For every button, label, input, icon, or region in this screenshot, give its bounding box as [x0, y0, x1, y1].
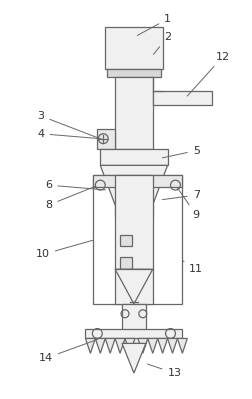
Bar: [120, 235, 132, 247]
Text: 3: 3: [37, 111, 102, 140]
Bar: [93, 175, 182, 187]
Text: 14: 14: [39, 340, 97, 363]
Bar: [93, 175, 182, 304]
Polygon shape: [124, 338, 134, 353]
Polygon shape: [157, 338, 167, 353]
Text: 13: 13: [147, 364, 181, 378]
Bar: [100, 148, 167, 165]
Text: 7: 7: [162, 190, 199, 200]
Text: 8: 8: [45, 186, 95, 210]
Text: 1: 1: [137, 14, 170, 36]
Text: 12: 12: [186, 51, 229, 96]
Polygon shape: [100, 165, 167, 205]
Text: 10: 10: [36, 240, 92, 259]
Polygon shape: [105, 338, 115, 353]
Text: 5: 5: [162, 146, 199, 158]
Bar: [115, 175, 152, 304]
Bar: [85, 328, 182, 338]
Bar: [152, 91, 211, 105]
Text: 9: 9: [176, 188, 199, 220]
Bar: [115, 77, 152, 148]
Bar: [97, 129, 115, 148]
Polygon shape: [121, 344, 145, 373]
Polygon shape: [177, 338, 186, 353]
Text: 11: 11: [182, 261, 202, 274]
Text: 4: 4: [37, 129, 97, 139]
Polygon shape: [115, 269, 152, 304]
Bar: [115, 205, 152, 217]
Polygon shape: [167, 338, 177, 353]
Polygon shape: [147, 338, 157, 353]
Polygon shape: [85, 338, 95, 353]
Text: 2: 2: [153, 32, 170, 54]
Polygon shape: [137, 338, 147, 353]
Polygon shape: [115, 338, 124, 353]
Text: 6: 6: [45, 180, 105, 190]
Bar: [120, 257, 132, 269]
Bar: [105, 27, 162, 69]
Polygon shape: [95, 338, 105, 353]
Bar: [121, 304, 145, 344]
Bar: [107, 69, 160, 77]
